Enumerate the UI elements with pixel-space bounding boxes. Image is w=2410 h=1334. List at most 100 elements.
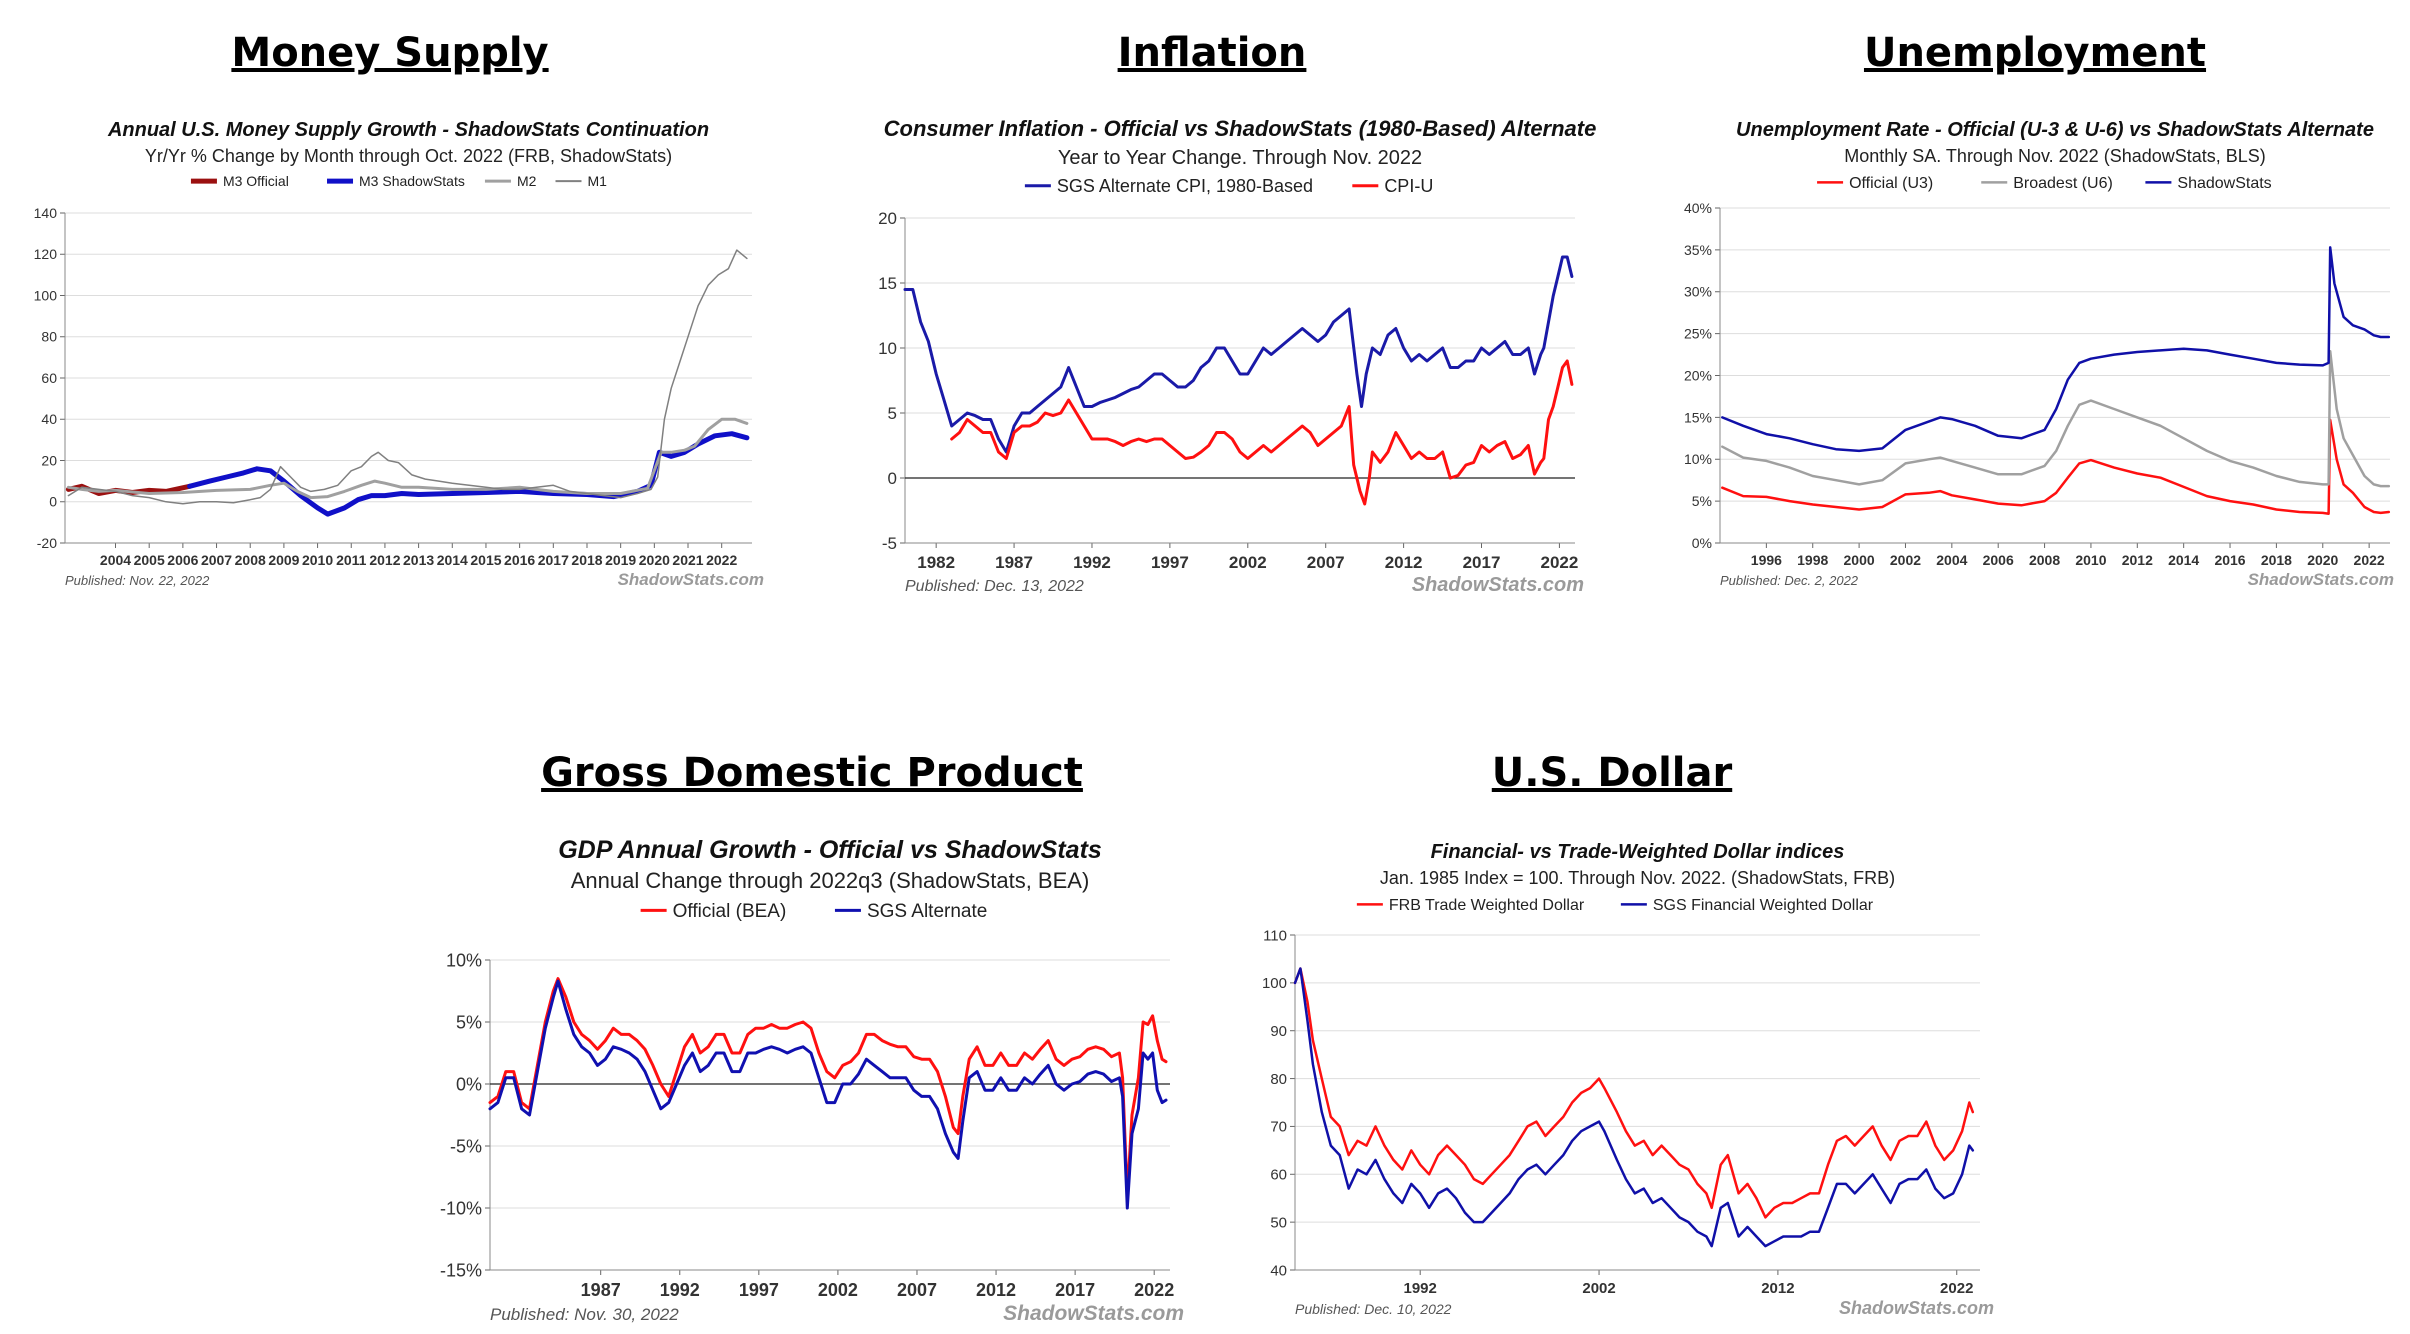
section-title-money: Money Supply [231,30,549,76]
inflation-series-line-1 [950,359,1574,506]
unemployment-xtick-label: 2022 [2354,552,2385,568]
unemployment-legend-label-0: Official (U3) [1849,175,1933,192]
gdp-chart: GDP Annual Growth - Official vs ShadowSt… [430,836,1190,1330]
money-ytick-label: 140 [34,205,58,221]
money-xtick-label: 2017 [538,552,569,568]
inflation-ytick-label: 5 [888,404,897,423]
inflation-xtick-label: 2017 [1463,553,1501,572]
dollar-ytick-label: 110 [1263,927,1287,944]
gdp-xtick-label: 2007 [897,1280,937,1300]
money-xtick-label: 2013 [403,552,434,568]
gdp-series-line-0 [488,977,1168,1198]
unemployment-xtick-label: 2020 [2307,552,2338,568]
gdp-chart-subtitle: Annual Change through 2022q3 (ShadowStat… [571,868,1090,893]
unemployment-ytick-label: 30% [1684,284,1712,300]
dollar-xtick-label: 1992 [1404,1280,1437,1297]
unemployment-ytick-label: 35% [1684,242,1712,258]
section-title-gdp: Gross Domestic Product [541,750,1083,796]
money-xtick-label: 2015 [470,552,501,568]
money-series-line-2 [66,417,749,500]
inflation-xtick-label: 2002 [1229,553,1267,572]
gdp-ytick-label: 5% [456,1012,482,1032]
inflation-ytick-label: 10 [878,339,897,358]
unemployment-ytick-label: 5% [1692,493,1712,509]
inflation-legend: SGS Alternate CPI, 1980-Based CPI-U [1024,176,1433,196]
gdp-ytick-label: -10% [440,1198,482,1218]
gdp-chart-svg: GDP Annual Growth - Official vs ShadowSt… [440,836,1184,1325]
gdp-xtick-label: 1997 [739,1280,779,1300]
unemployment-xtick-label: 2016 [2214,552,2245,568]
dollar-brand: ShadowStats.com [1839,1298,1994,1318]
dollar-published-note: Published: Dec. 10, 2022 [1295,1301,1452,1317]
unemployment-xtick-label: 2014 [2168,552,2199,568]
money-xtick-label: 2012 [369,552,400,568]
money-ytick-label: 40 [41,411,57,427]
money-supply-chart: Annual U.S. Money Supply Growth - Shadow… [20,118,770,608]
money-ytick-label: -20 [37,535,57,551]
unemployment-series-line-1 [1721,349,2391,488]
gdp-legend-label-0: Official (BEA) [673,901,787,922]
unemployment-xtick-label: 2008 [2029,552,2060,568]
unemployment-chart: Unemployment Rate - Official (U-3 & U-6)… [1660,118,2400,608]
gdp-ytick-label: 0% [456,1074,482,1094]
dollar-xtick-label: 2022 [1940,1280,1973,1297]
money-legend-label-0: M3 Official [223,173,289,189]
money-ytick-label: 60 [41,370,57,386]
inflation-series-line-0 [903,255,1574,454]
money-ytick-label: 80 [41,329,57,345]
money-xtick-label: 2019 [605,552,636,568]
dollar-xtick-label: 2012 [1761,1280,1794,1297]
unemployment-chart-svg: Unemployment Rate - Official (U-3 & U-6)… [1684,119,2394,589]
dollar-chart: Financial- vs Trade-Weighted Dollar indi… [1240,840,2000,1330]
money-xtick-label: 2007 [201,552,232,568]
section-title-dollar: U.S. Dollar [1491,750,1733,796]
unemployment-ytick-label: 40% [1684,200,1712,216]
money-xtick-label: 2005 [134,552,165,568]
money-xtick-label: 2011 [336,552,367,568]
money-xtick-label: 2018 [571,552,602,568]
unemployment-ytick-label: 10% [1684,451,1712,467]
unemployment-ytick-label: 20% [1684,367,1712,383]
inflation-ytick-label: 0 [888,469,897,488]
dollar-chart-svg: Financial- vs Trade-Weighted Dollar indi… [1262,841,1994,1318]
inflation-xtick-label: 1997 [1151,553,1189,572]
dollar-series-line-1 [1293,967,1975,1248]
unemployment-ytick-label: 15% [1684,409,1712,425]
unemployment-xtick-label: 2012 [2122,552,2153,568]
money-xtick-label: 2006 [167,552,198,568]
unemployment-legend-label-1: Broadest (U6) [2013,175,2113,192]
gdp-legend: Official (BEA) SGS Alternate [640,901,987,922]
inflation-xtick-label: 2012 [1385,553,1423,572]
dollar-chart-subtitle: Jan. 1985 Index = 100. Through Nov. 2022… [1380,868,1895,888]
unemployment-xtick-label: 2018 [2261,552,2292,568]
unemployment-xtick-label: 2002 [1890,552,1921,568]
money-legend-label-1: M3 ShadowStats [359,173,465,189]
unemployment-ytick-label: 25% [1684,326,1712,342]
gdp-chart-title: GDP Annual Growth - Official vs ShadowSt… [558,836,1102,864]
inflation-published-note: Published: Dec. 13, 2022 [905,578,1084,595]
unemployment-series-line-2 [1721,246,2391,453]
money-series-line-1 [187,431,750,517]
dollar-ytick-label: 70 [1270,1119,1287,1136]
money-legend-label-3: M1 [588,173,608,189]
inflation-xtick-label: 1987 [995,553,1033,572]
dollar-ytick-label: 60 [1270,1167,1287,1184]
money-xtick-label: 2014 [437,552,468,568]
money-legend: M3 Official M3 ShadowStats M2 M1 [190,173,608,189]
gdp-published-note: Published: Nov. 30, 2022 [490,1305,679,1324]
unemployment-chart-subtitle: Monthly SA. Through Nov. 2022 (ShadowSta… [1844,146,2266,166]
money-xtick-label: 2022 [706,552,737,568]
unemployment-series-line-0 [1721,418,2391,515]
gdp-xtick-label: 2017 [1055,1280,1095,1300]
unemployment-xtick-label: 1996 [1751,552,1782,568]
money-chart-title: Annual U.S. Money Supply Growth - Shadow… [107,119,709,141]
gdp-xtick-label: 2012 [976,1280,1016,1300]
inflation-chart: Consumer Inflation - Official vs ShadowS… [850,116,1596,608]
money-ytick-label: 0 [49,494,57,510]
inflation-xtick-label: 2022 [1541,553,1579,572]
unemployment-chart-title: Unemployment Rate - Official (U-3 & U-6)… [1736,119,2374,141]
inflation-chart-title: Consumer Inflation - Official vs ShadowS… [884,116,1597,141]
gdp-xtick-label: 1992 [660,1280,700,1300]
inflation-xtick-label: 1992 [1073,553,1111,572]
gdp-legend-label-1: SGS Alternate [867,901,987,922]
